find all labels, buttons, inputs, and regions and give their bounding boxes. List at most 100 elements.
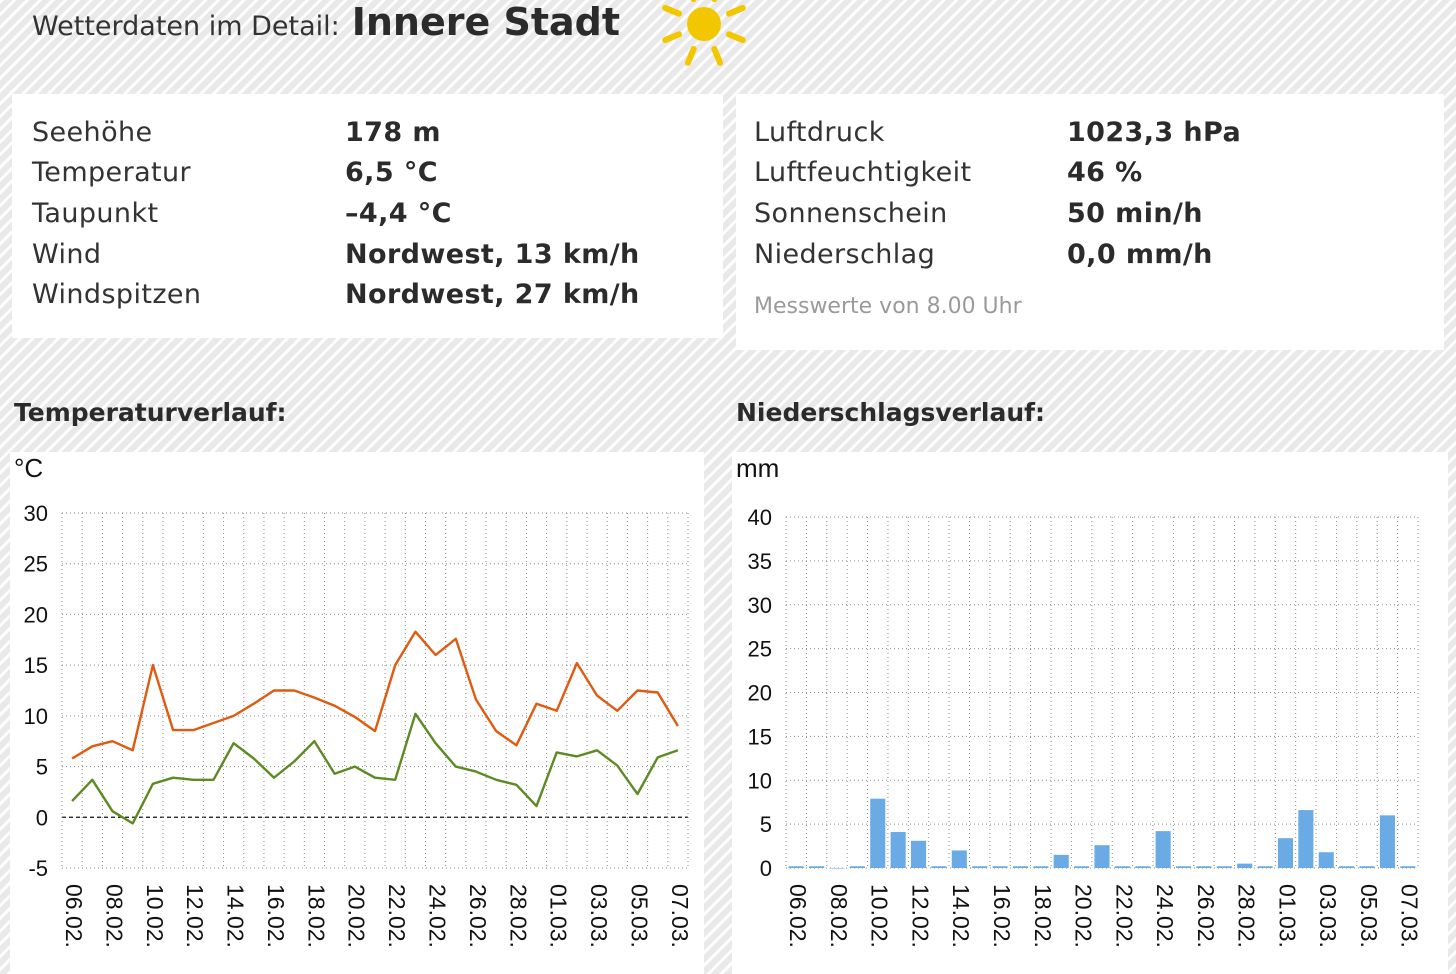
y-tick-label: 0	[760, 856, 772, 881]
x-tick-label: 01.03.	[546, 884, 572, 948]
dewpoint-value: –4,4 °C	[345, 198, 452, 229]
temperature-chart-title: Temperaturverlauf:	[14, 398, 287, 427]
precipitation-label: Niederschlag	[754, 239, 936, 270]
x-tick-label: 03.03.	[1315, 884, 1341, 948]
precipitation-bar	[1359, 866, 1375, 868]
x-tick-label: 16.02.	[263, 884, 289, 948]
precipitation-bar	[1074, 866, 1090, 868]
x-tick-label: 20.02.	[1071, 884, 1097, 948]
sun-icon	[662, 0, 746, 66]
temperature-chart: °C -5 0 5 10 15 20 25 30 06.02. 08.02. 10.02. 12.02.…	[10, 452, 704, 974]
sun-ray	[662, 4, 683, 17]
precipitation-bar	[829, 868, 845, 869]
precipitation-chart-title: Niederschlagsverlauf:	[736, 398, 1046, 427]
x-tick-label: 22.02.	[384, 884, 410, 948]
y-tick-label: 15	[748, 724, 772, 749]
y-tick-label: 20	[748, 681, 772, 706]
wind-value: Nordwest, 13 km/h	[345, 239, 640, 270]
y-tick-label: 25	[24, 552, 48, 577]
y-tick-label: 5	[36, 755, 48, 780]
x-tick-label: 12.02.	[907, 884, 933, 948]
wind-gusts-label: Windspitzen	[32, 279, 202, 310]
precipitation-bar	[1196, 866, 1212, 868]
precipitation-bar	[951, 850, 967, 868]
measurement-time-note: Messwerte von 8.00 Uhr	[754, 294, 1022, 319]
pressure-value: 1023,3 hPa	[1067, 117, 1242, 148]
y-tick-label: 30	[748, 593, 772, 618]
x-tick-label: 18.02.	[1030, 884, 1056, 948]
x-tick-label: 07.03.	[667, 884, 693, 948]
sunshine-label: Sonnenschein	[754, 198, 948, 229]
y-tick-label: -5	[28, 856, 48, 881]
precipitation-bar	[1379, 815, 1395, 868]
precipitation-bar	[1237, 863, 1253, 868]
x-tick-label: 06.02.	[785, 884, 811, 948]
sun-ray	[725, 31, 746, 44]
x-tick-label: 20.02.	[344, 884, 370, 948]
y-tick-label: 10	[24, 704, 48, 729]
x-tick-label: 26.02.	[465, 884, 491, 948]
temperature-series-line-upper	[71, 630, 679, 760]
y-tick-label: 25	[748, 637, 772, 662]
precipitation-bar	[1318, 852, 1334, 868]
x-tick-label: 16.02.	[989, 884, 1015, 948]
precipitation-bar	[1216, 866, 1232, 868]
elevation-value: 178 m	[345, 117, 441, 148]
x-tick-label: 26.02.	[1193, 884, 1219, 948]
precipitation-bar	[972, 866, 988, 868]
precipitation-bar	[1053, 854, 1069, 868]
y-tick-label: 0	[36, 805, 48, 830]
y-tick-label: 10	[748, 768, 772, 793]
precipitation-bar	[1155, 831, 1171, 868]
elevation-label: Seehöhe	[32, 117, 153, 148]
x-tick-label: 10.02.	[142, 884, 168, 948]
precipitation-bar	[1094, 845, 1110, 868]
precipitation-bar	[1400, 866, 1416, 868]
precipitation-bar	[992, 866, 1008, 868]
x-tick-label: 01.03.	[1274, 884, 1300, 948]
precipitation-chart-svg: mm 0 5 10 15 20 25 30 35 40 06.02. 08.02. 10.02. 12.0…	[736, 453, 1423, 948]
wind-label: Wind	[32, 239, 102, 270]
y-tick-label: 5	[760, 812, 772, 837]
sun-ray	[725, 4, 746, 17]
y-tick-label: 15	[24, 653, 48, 678]
precipitation-bar	[1012, 866, 1028, 868]
measurements-panel-left: Seehöhe 178 m Temperatur 6,5 °C Taupunkt…	[12, 94, 723, 338]
precipitation-bar	[1176, 866, 1192, 868]
sun-ray	[711, 45, 724, 66]
sunshine-value: 50 min/h	[1067, 198, 1203, 229]
x-tick-label: 24.02.	[425, 884, 451, 948]
temperature-chart-svg: °C -5 0 5 10 15 20 25 30 06.02. 08.02. 10.02. 12.02.…	[14, 453, 693, 948]
measurements-panel-right: Luftdruck 1023,3 hPa Luftfeuchtigkeit 46…	[736, 94, 1444, 350]
humidity-value: 46 %	[1067, 157, 1143, 188]
precipitation-bar	[788, 866, 804, 868]
dewpoint-label: Taupunkt	[32, 198, 159, 229]
precipitation-bar	[1298, 810, 1314, 868]
precipitation-bar	[1135, 866, 1151, 868]
x-tick-label: 24.02.	[1152, 884, 1178, 948]
precipitation-bar	[809, 866, 825, 868]
sun-ray	[684, 45, 697, 66]
x-tick-label: 05.03.	[626, 884, 652, 948]
precipitation-bar	[890, 832, 906, 868]
x-tick-label: 18.02.	[303, 884, 329, 948]
precipitation-bar	[1114, 866, 1130, 868]
precipitation-bar	[1033, 866, 1049, 868]
x-tick-label: 03.03.	[586, 884, 612, 948]
x-tick-label: 06.02.	[61, 884, 87, 948]
x-tick-label: 10.02.	[867, 884, 893, 948]
sun-ray	[662, 31, 683, 44]
precipitation-bar	[1277, 838, 1294, 868]
precipitation-bar	[1339, 866, 1355, 868]
wind-gusts-value: Nordwest, 27 km/h	[345, 279, 640, 310]
precipitation-bar	[870, 798, 886, 868]
precipitation-bar	[849, 866, 865, 868]
precipitation-bar	[910, 840, 927, 868]
x-tick-label: 14.02.	[223, 884, 249, 948]
y-tick-label: 30	[24, 501, 48, 526]
x-tick-label: 08.02.	[826, 884, 852, 948]
x-tick-label: 28.02.	[505, 884, 531, 948]
temperature-value: 6,5 °C	[345, 157, 438, 188]
x-tick-label: 28.02.	[1234, 884, 1260, 948]
precipitation-chart: mm 0 5 10 15 20 25 30 35 40 06.02. 08.02. 10.02. 12.0…	[732, 452, 1448, 974]
